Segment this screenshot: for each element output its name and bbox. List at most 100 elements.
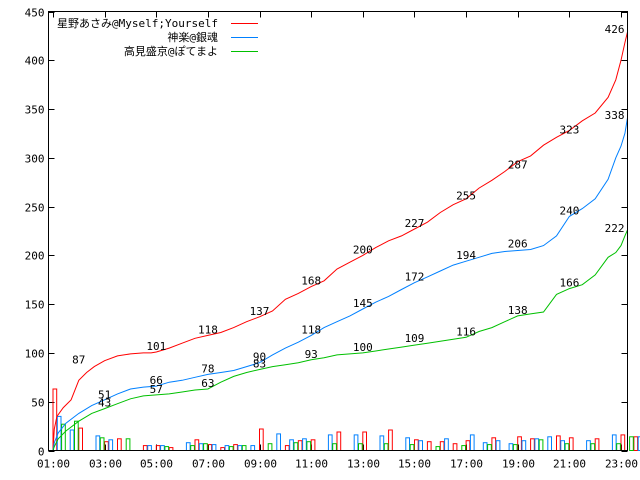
data-label: 43 [98, 397, 111, 410]
bar [530, 438, 535, 451]
data-label: 255 [456, 190, 476, 203]
bar [289, 439, 294, 451]
data-label: 194 [456, 249, 476, 262]
x-tick-label: 17:00 [450, 458, 483, 471]
bar [414, 439, 419, 451]
bar [469, 434, 475, 451]
bar [521, 440, 527, 452]
bar [487, 444, 492, 452]
data-label: 51 [98, 389, 111, 402]
bar [495, 440, 501, 452]
x-tick-label: 15:00 [398, 458, 431, 471]
bar [224, 445, 230, 452]
data-label: 227 [405, 217, 425, 230]
bar [233, 444, 238, 452]
bar [637, 436, 640, 451]
bar [108, 439, 114, 451]
bar [306, 441, 312, 452]
data-label: 240 [559, 204, 579, 217]
series-line [52, 31, 628, 451]
data-label: 87 [72, 354, 85, 367]
bar [452, 443, 458, 452]
y-tick-label: 300 [25, 153, 45, 166]
bar [547, 436, 552, 451]
data-label: 172 [405, 271, 425, 284]
chart-axes: 0 50 100 150 200 250 300 350 400 450 01:00 03:00 05:… [25, 7, 638, 471]
bar [358, 443, 363, 452]
bar [164, 446, 170, 452]
data-label: 109 [405, 332, 425, 345]
bar [78, 427, 84, 452]
bar [69, 429, 75, 451]
x-tick-label: 07:00 [192, 458, 225, 471]
bar [336, 431, 342, 451]
bar [160, 445, 165, 452]
bar [590, 443, 596, 452]
y-tick-label: 250 [25, 202, 45, 215]
bar [594, 438, 600, 451]
data-label: 138 [508, 304, 528, 317]
bar [237, 445, 243, 452]
bar [250, 445, 256, 452]
data-labels: 87 101 118 137 168 200 227 255 287 323 426 51 66 78 90… [72, 23, 624, 410]
plot-frame [48, 11, 628, 451]
bar [444, 438, 449, 451]
y-tick-label: 450 [25, 7, 45, 20]
bar [190, 445, 195, 452]
bar [297, 440, 303, 452]
y-tick-label: 150 [25, 299, 45, 312]
x-tick-label: 19:00 [502, 458, 535, 471]
data-label: 90 [253, 351, 266, 364]
data-label: 101 [146, 340, 166, 353]
bar [379, 435, 385, 451]
bar [198, 443, 204, 452]
data-label: 168 [301, 275, 321, 288]
bar [117, 438, 122, 451]
bar [405, 437, 410, 451]
x-tick-label: 13:00 [347, 458, 380, 471]
data-label: 83 [253, 358, 266, 371]
data-label: 222 [605, 222, 625, 235]
bar [409, 444, 415, 452]
bar [418, 440, 423, 452]
bar [586, 440, 591, 452]
bar [439, 441, 445, 452]
bar [211, 444, 217, 452]
y-tick-label: 350 [25, 104, 45, 117]
data-label: 118 [301, 323, 321, 336]
bar [482, 442, 488, 452]
data-label: 118 [198, 323, 218, 336]
data-label: 63 [201, 377, 214, 390]
bar [426, 441, 432, 452]
legend-label: 高見盛京@ぽてまよ [124, 44, 218, 58]
data-label: 66 [150, 374, 163, 387]
bar [147, 445, 152, 452]
bar [228, 446, 234, 452]
bar [74, 420, 79, 452]
series-line [52, 117, 628, 451]
bar-layer [52, 388, 640, 452]
data-label: 426 [605, 23, 625, 36]
bar [95, 435, 101, 451]
bar [508, 443, 514, 452]
data-label: 93 [305, 348, 318, 361]
data-label: 116 [456, 325, 476, 338]
x-tick-label: 03:00 [89, 458, 122, 471]
legend-label: 神楽@銀魂 [167, 30, 218, 44]
data-label: 200 [353, 243, 373, 256]
data-label: 323 [559, 123, 579, 136]
x-tick-label: 09:00 [244, 458, 277, 471]
y-tick-label: 200 [25, 250, 45, 263]
bar [491, 437, 497, 451]
bar [142, 445, 148, 452]
data-label: 137 [250, 305, 270, 318]
bar [538, 439, 544, 451]
bar [185, 442, 191, 452]
data-label: 166 [559, 277, 579, 290]
bar [125, 438, 131, 451]
x-tick-label: 01:00 [37, 458, 70, 471]
data-label: 100 [353, 341, 373, 354]
data-label: 206 [508, 238, 528, 251]
bar [293, 442, 299, 452]
